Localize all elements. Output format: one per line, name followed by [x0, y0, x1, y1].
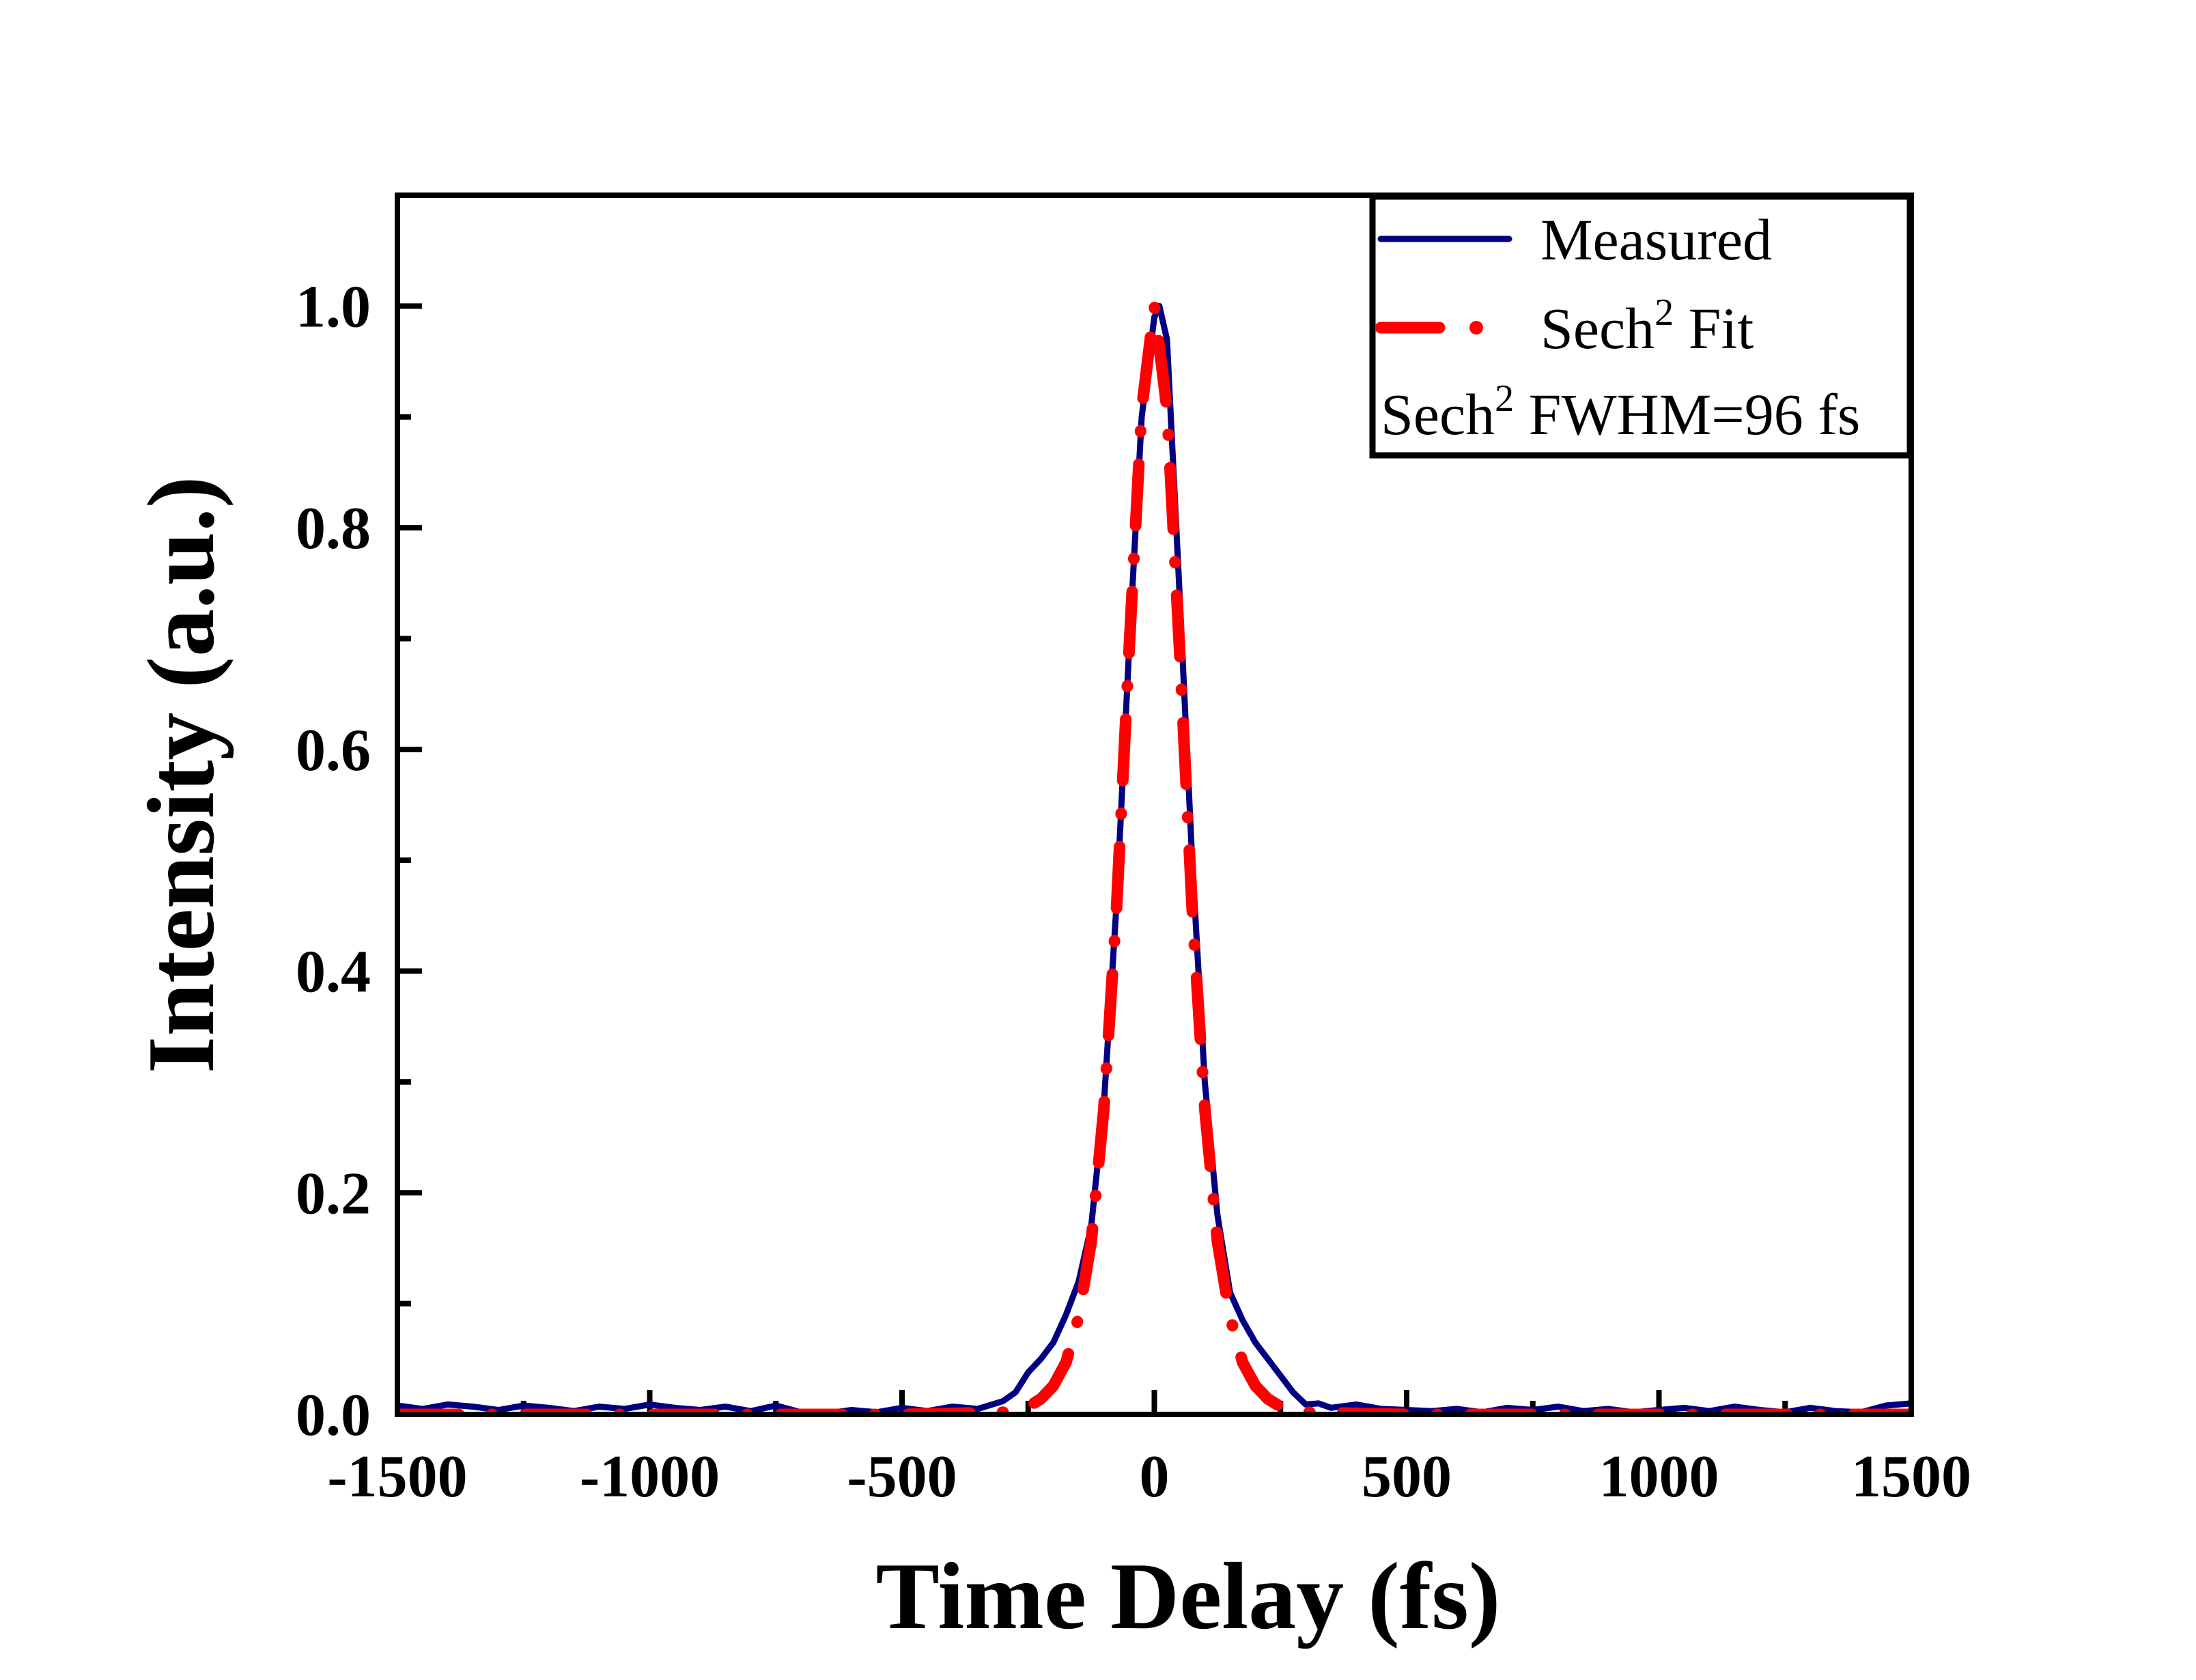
x-tick-labels: -1500 -1000 -500 0 500 1000 1500: [327, 1444, 1971, 1510]
y-tick-label: 1.0: [296, 274, 371, 340]
legend-measured-label: Measured: [1540, 207, 1772, 272]
series-line-measured: [397, 302, 1911, 1414]
y-tick-label: 0.8: [296, 496, 371, 562]
x-tick-label: -1000: [580, 1444, 720, 1510]
legend-fit-label: Sech2 Fit: [1540, 291, 1754, 361]
x-axis-title: Time Delay (fs): [876, 1543, 1501, 1649]
fwhm-annotation: Sech2 FWHM=96 fs: [1381, 378, 1860, 447]
legend: Measured Sech2 Fit Sech2 FWHM=96 fs: [1369, 193, 1913, 459]
legend-fit-swatch-dot: [1469, 321, 1483, 334]
x-tick-label: 1000: [1599, 1444, 1719, 1510]
x-tick-label: 0: [1140, 1444, 1170, 1510]
x-tick-label: 1500: [1851, 1444, 1971, 1510]
plot-frame: [395, 193, 1914, 1417]
x-tick-label: -500: [847, 1444, 957, 1510]
series-line-sech2-fit: [397, 300, 1911, 1414]
series-layer: [397, 300, 1911, 1414]
y-tick-label: 0.2: [296, 1161, 371, 1227]
y-tick-label: 0.6: [296, 717, 371, 784]
x-tick-label: -1500: [327, 1444, 467, 1510]
x-tick-label: 500: [1362, 1444, 1452, 1510]
y-axis-title: Intensity (a.u.): [128, 476, 234, 1073]
y-tick-label: 0.0: [296, 1382, 371, 1449]
y-tick-labels: 0.0 0.2 0.4 0.6 0.8 1.0: [296, 274, 371, 1449]
y-tick-label: 0.4: [296, 939, 371, 1006]
